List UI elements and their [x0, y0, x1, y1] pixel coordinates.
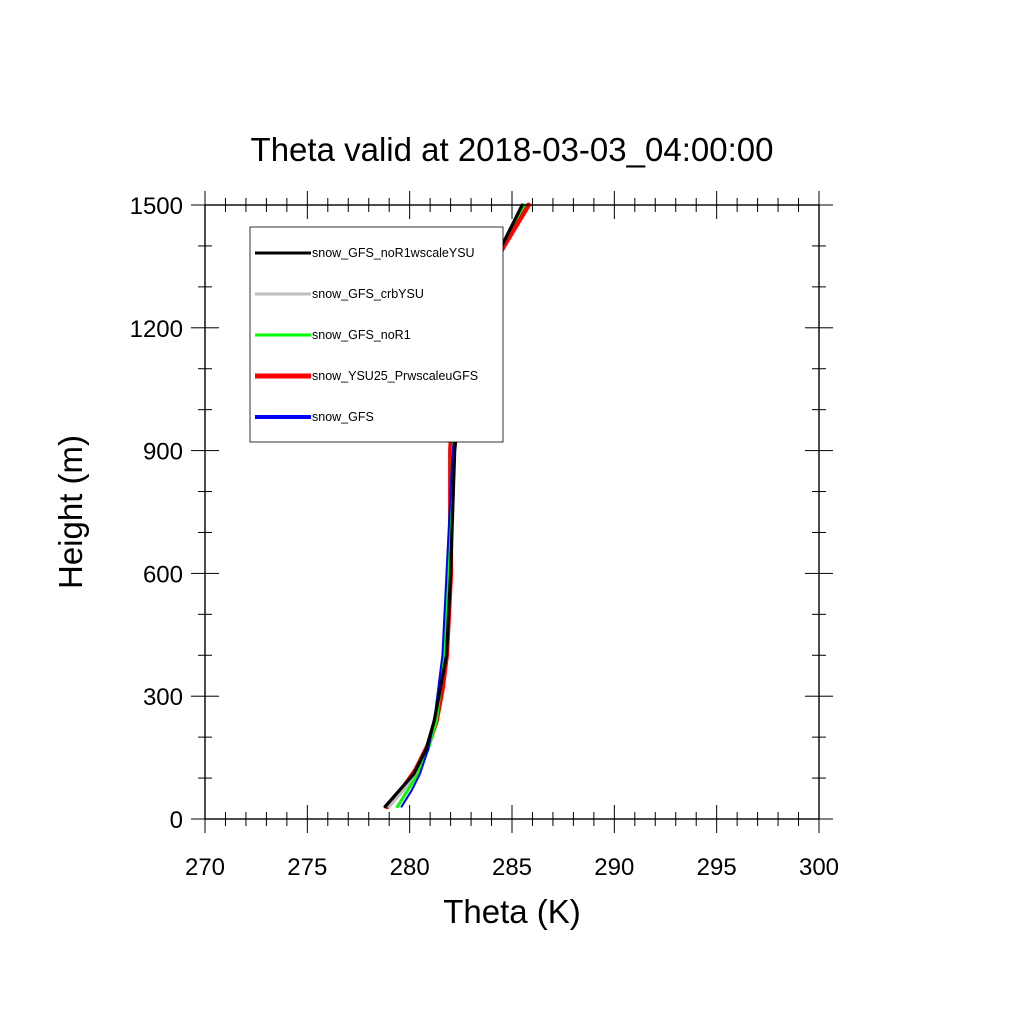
- x-tick-label: 280: [390, 854, 430, 881]
- legend-item: snow_GFS: [255, 410, 374, 424]
- y-tick-label: 600: [143, 561, 183, 588]
- legend-item: snow_GFS_noR1wscaleYSU: [255, 246, 475, 260]
- axis-ticks: [191, 191, 833, 833]
- y-tick-label: 1200: [130, 316, 183, 343]
- tick-labels: 270 275 280 285 290 295 300 0 300 600 900 1200 1500: [130, 193, 839, 881]
- y-tick-label: 300: [143, 684, 183, 711]
- legend-item: snow_YSU25_PrwscaleuGFS: [255, 369, 478, 383]
- legend-label: snow_YSU25_PrwscaleuGFS: [312, 369, 478, 383]
- y-tick-label: 900: [143, 439, 183, 466]
- legend-label: snow_GFS_crbYSU: [312, 287, 424, 301]
- x-tick-label: 275: [287, 854, 327, 881]
- legend-label: snow_GFS_noR1wscaleYSU: [312, 246, 475, 260]
- legend-label: snow_GFS_noR1: [312, 328, 411, 342]
- y-axis-label: Height (m): [52, 435, 89, 589]
- y-tick-label: 1500: [130, 193, 183, 220]
- x-tick-label: 295: [697, 854, 737, 881]
- x-tick-label: 300: [799, 854, 839, 881]
- plot-frame: [204, 204, 820, 820]
- legend-item: snow_GFS_crbYSU: [255, 287, 424, 301]
- legend-label: snow_GFS: [312, 410, 374, 424]
- x-axis-label: Theta (K): [443, 893, 581, 930]
- legend-item: snow_GFS_noR1: [255, 328, 411, 342]
- chart-title: Theta valid at 2018-03-03_04:00:00: [251, 131, 774, 168]
- x-tick-label: 270: [185, 854, 225, 881]
- x-tick-label: 290: [594, 854, 634, 881]
- x-tick-label: 285: [492, 854, 532, 881]
- legend: snow_GFS_noR1wscaleYSU snow_GFS_crbYSUsno…: [249, 226, 504, 443]
- y-tick-label: 0: [170, 807, 183, 834]
